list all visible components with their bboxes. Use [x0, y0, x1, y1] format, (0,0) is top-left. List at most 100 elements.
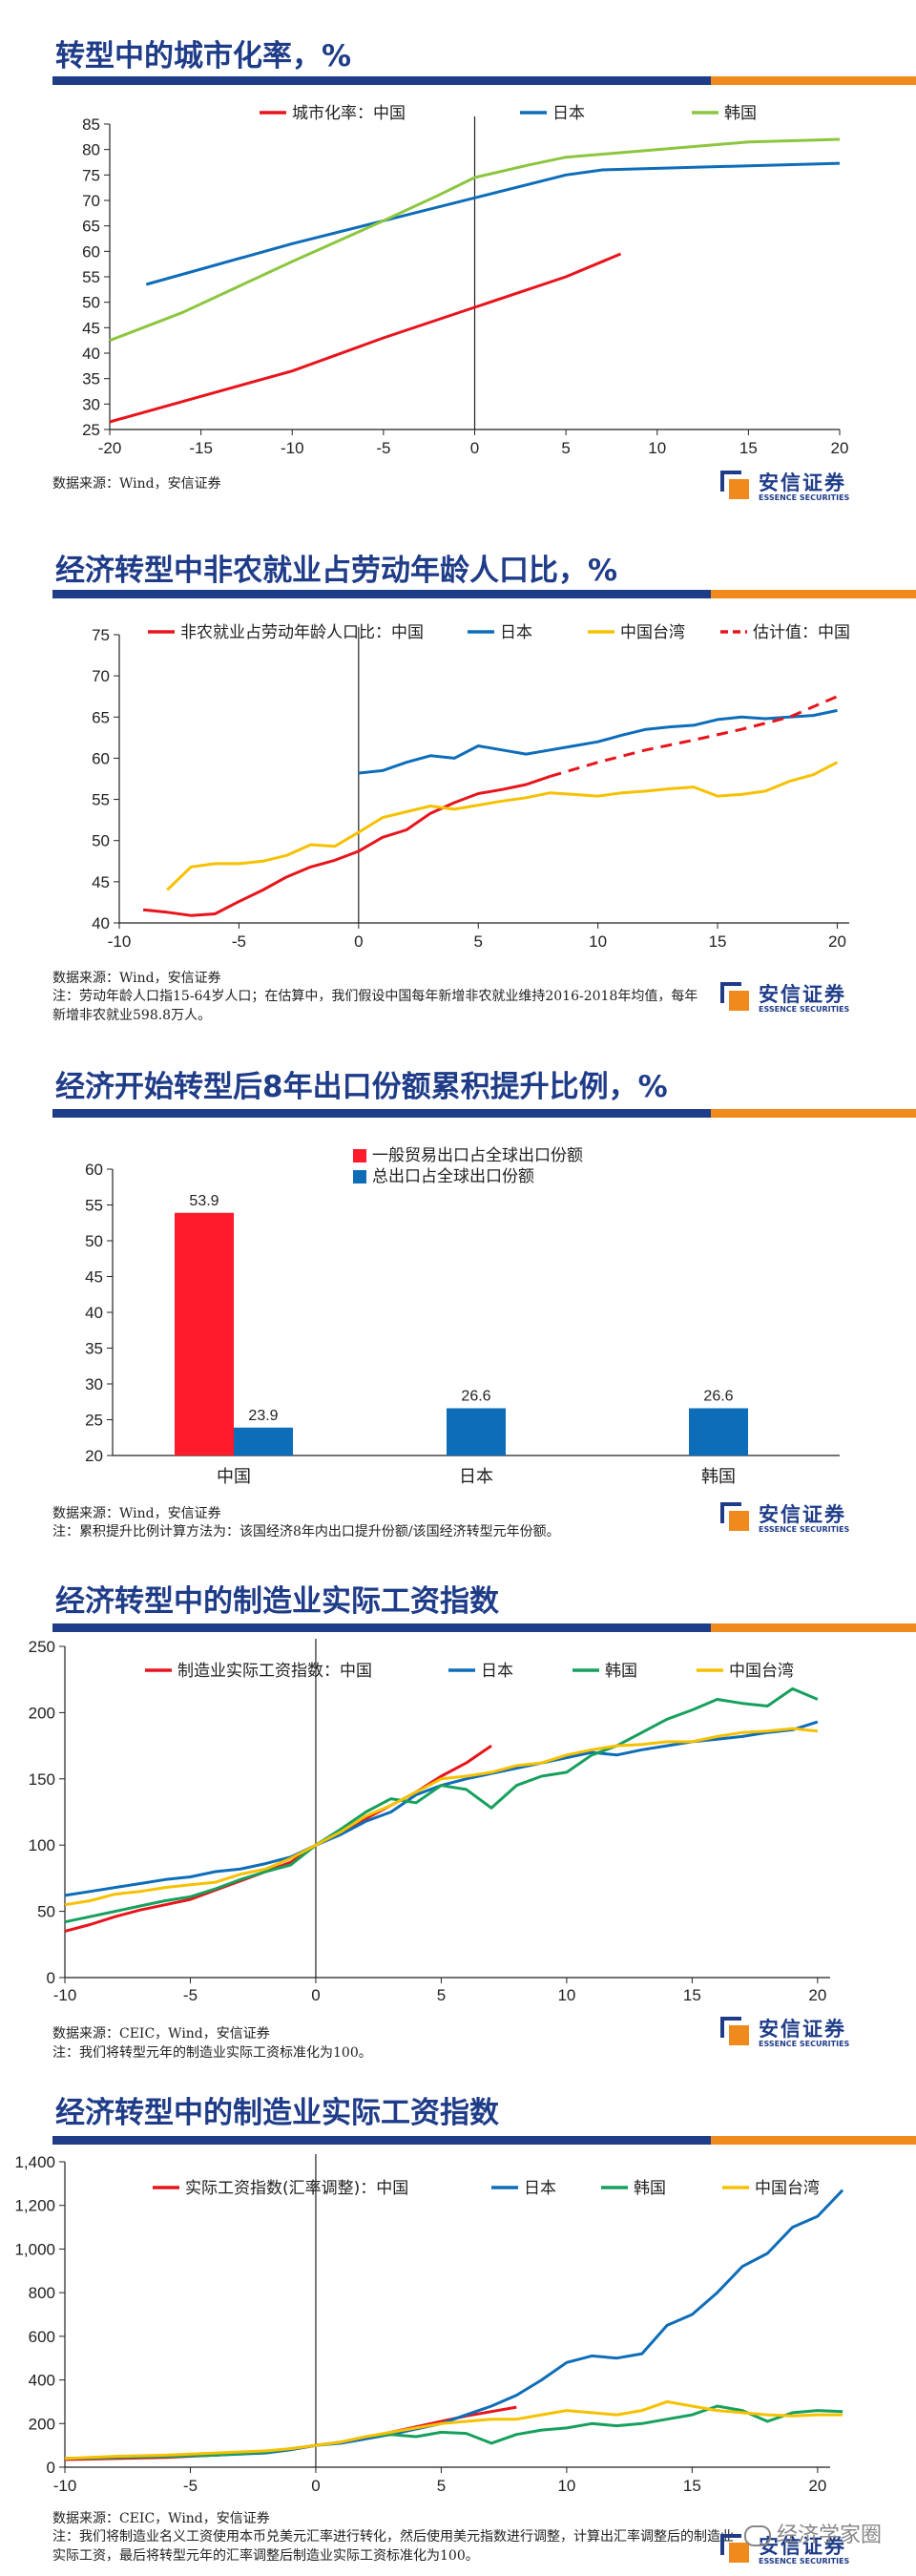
y-tick-label: 65 [92, 708, 110, 726]
y-tick-label: 40 [92, 914, 110, 932]
footnote: 注：累积提升比例计算方法为：该国经济8年内出口提升份额/该国经济转型元年份额。 [52, 1524, 560, 1539]
watermark: 经济学家圈 [744, 2518, 882, 2548]
brand-logo: 安信证券 ESSENCE SECURITIES [720, 1499, 887, 1538]
x-tick-label: 0 [311, 1986, 320, 2004]
x-tick-label: 10 [589, 932, 607, 951]
y-tick-label: 45 [85, 1268, 103, 1287]
x-tick-label: -15 [189, 439, 213, 457]
legend-label-0: 实际工资指数(汇率调整)：中国 [185, 2179, 408, 2198]
x-tick-label: -5 [183, 2477, 198, 2495]
footnote: 注：我们将制造业名义工资使用本币兑美元汇率进行转化，然后使用美元指数进行调整，计… [52, 2529, 734, 2564]
legend-label-2: 韩国 [724, 104, 757, 123]
y-tick-label: 80 [82, 141, 100, 159]
logo-mark-icon [720, 2017, 749, 2045]
watermark-text: 经济学家圈 [777, 2524, 883, 2547]
y-tick-label: 1,200 [14, 2197, 55, 2215]
panel-title: 经济转型中非农就业占劳动年龄人口比，% [55, 554, 618, 588]
brand-logo: 安信证券 ESSENCE SECURITIES [720, 468, 887, 506]
y-tick-label: 600 [29, 2328, 55, 2346]
title-rule-blue [52, 1623, 711, 1632]
logo-text-cn: 安信证券 [759, 2535, 846, 2558]
bar-value-label: 26.6 [703, 1389, 733, 1405]
x-tick-label: 20 [831, 439, 849, 457]
series-line-2 [64, 2404, 843, 2461]
source-note: 数据来源：Wind，安信证券 [52, 971, 221, 986]
bar-value-label: 26.6 [461, 1389, 490, 1405]
logo-text-cn: 安信证券 [759, 983, 846, 1006]
x-tick-label: 5 [473, 932, 482, 951]
x-category-label: 中国 [217, 1467, 251, 1487]
logo-mark-icon [720, 2534, 749, 2563]
logo-mark-icon [720, 982, 749, 1011]
y-tick-label: 70 [92, 667, 110, 685]
brand-logo: 安信证券 ESSENCE SECURITIES [720, 979, 887, 1017]
logo-text-en: ESSENCE SECURITIES [759, 1005, 850, 1014]
y-tick-label: 35 [85, 1340, 103, 1358]
y-tick-label: 75 [92, 626, 110, 644]
y-tick-label: 25 [82, 421, 100, 439]
x-tick-label: -10 [53, 2477, 77, 2495]
logo-text-en: ESSENCE SECURITIES [759, 2557, 850, 2566]
x-tick-label: -5 [376, 439, 390, 457]
legend-label-1: 日本 [481, 1662, 513, 1681]
legend-label-3: 中国台湾 [755, 2179, 820, 2198]
x-tick-label: 0 [354, 932, 363, 951]
y-tick-label: 0 [47, 2459, 55, 2477]
source-note: 数据来源：Wind，安信证券 [52, 476, 221, 492]
x-tick-label: -10 [53, 1986, 77, 2004]
y-tick-label: 75 [82, 166, 100, 184]
x-tick-label: -10 [108, 932, 132, 951]
legend-swatch-0 [353, 1149, 366, 1162]
source-note: 数据来源：Wind，安信证券 [52, 1506, 221, 1521]
x-tick-label: 5 [561, 439, 570, 457]
x-tick-label: 20 [808, 2477, 826, 2495]
bar-0-0 [175, 1212, 234, 1456]
y-tick-label: 30 [85, 1375, 103, 1393]
y-tick-label: 85 [82, 115, 100, 134]
legend-label-1: 日本 [524, 2179, 556, 2198]
x-tick-label: 10 [557, 2477, 575, 2495]
legend-label-1: 日本 [552, 104, 585, 123]
bar-value-label: 23.9 [248, 1408, 278, 1424]
logo-text-cn: 安信证券 [759, 1503, 846, 1526]
title-rule-blue [52, 76, 711, 85]
y-tick-label: 400 [29, 2372, 55, 2390]
series-line-2 [109, 137, 841, 343]
legend-label-2: 韩国 [605, 1662, 637, 1681]
source-note: 数据来源：CEIC，Wind，安信证券 [52, 2511, 270, 2526]
x-tick-label: 15 [683, 1986, 701, 2004]
export-share-bar-chart: 20 25 30 35 40 45 50 55 60 中国 53.9 23.9 日本 26.6 韩国 26.6… [85, 1146, 840, 1487]
y-tick-label: 45 [92, 873, 110, 891]
logo-mark-icon [720, 471, 749, 499]
y-tick-label: 250 [29, 1638, 55, 1656]
brand-logo: 安信证券 ESSENCE SECURITIES [720, 2014, 887, 2052]
x-tick-label: -5 [232, 932, 246, 951]
x-tick-label: 5 [437, 2477, 446, 2495]
y-tick-label: 50 [85, 1232, 103, 1250]
y-tick-label: 150 [29, 1770, 55, 1789]
series-line-0 [142, 774, 551, 917]
wechat-icon [744, 2525, 771, 2546]
title-rule-blue [52, 590, 711, 598]
series-line-3 [64, 2399, 843, 2461]
footnote: 注：我们将转型元年的制造业实际工资标准化为100。 [52, 2045, 372, 2061]
title-rule-orange [711, 76, 916, 85]
y-tick-label: 55 [92, 791, 110, 809]
x-tick-label: 15 [739, 439, 758, 457]
legend-label-0: 非农就业占劳动年龄人口比：中国 [180, 623, 424, 642]
x-tick-label: 10 [648, 439, 666, 457]
legend-label-0: 城市化率：中国 [292, 104, 406, 123]
x-tick-label: 15 [683, 2477, 701, 2495]
series-line-0 [109, 252, 622, 424]
y-tick-label: 60 [85, 1161, 103, 1179]
logo-text-cn: 安信证券 [759, 2018, 846, 2041]
x-tick-label: 15 [709, 932, 727, 951]
y-tick-label: 0 [47, 1969, 55, 1987]
legend-label-0: 一般贸易出口占全球出口份额 [372, 1146, 583, 1165]
series-line-2 [64, 1686, 819, 1924]
series-line-1 [358, 708, 838, 775]
y-tick-label: 45 [82, 319, 100, 337]
x-tick-label: 0 [470, 439, 479, 457]
x-tick-label: 20 [828, 932, 846, 951]
